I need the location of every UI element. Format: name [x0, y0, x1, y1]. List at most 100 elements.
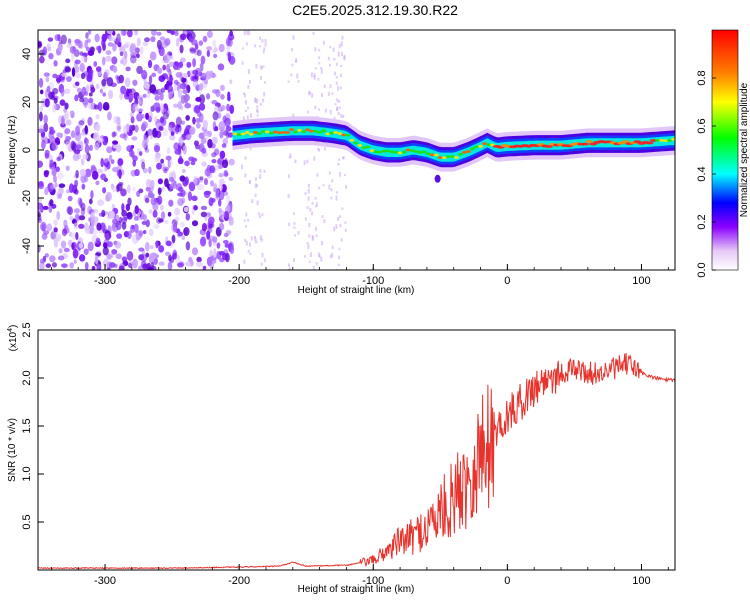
- noise-speckle: [208, 197, 214, 207]
- noise-speckle: [82, 153, 89, 160]
- noise-speckle: [218, 173, 224, 178]
- noise-speckle: [68, 183, 74, 194]
- noise-speckle: [73, 222, 79, 230]
- noise-speckle: [107, 111, 112, 121]
- noise-speckle: [96, 222, 102, 231]
- ridge-core: [485, 143, 492, 147]
- noise-speckle: [153, 144, 161, 153]
- faint-streak: [261, 39, 264, 43]
- noise-speckle: [202, 265, 207, 270]
- faint-streak: [318, 252, 321, 257]
- noise-speckle: [177, 88, 183, 99]
- faint-streak: [255, 240, 258, 244]
- noise-speckle: [211, 152, 217, 158]
- faint-streak: [338, 43, 341, 49]
- faint-streak: [312, 31, 315, 35]
- faint-streak: [308, 90, 311, 96]
- faint-streak: [292, 212, 295, 215]
- noise-speckle: [84, 144, 90, 154]
- faint-streak: [307, 244, 310, 250]
- noise-speckle: [70, 130, 76, 139]
- noise-speckle: [130, 144, 135, 149]
- faint-streak: [328, 63, 331, 67]
- noise-speckle: [142, 230, 147, 235]
- faint-streak: [309, 91, 312, 95]
- noise-speckle: [44, 152, 50, 159]
- noise-speckle: [95, 114, 100, 120]
- noise-speckle: [49, 136, 54, 143]
- noise-speckle: [69, 262, 75, 269]
- ridge-core: [321, 129, 327, 133]
- noise-speckle: [61, 263, 68, 268]
- noise-speckle: [73, 188, 79, 195]
- noise-speckle: [56, 156, 61, 162]
- noise-speckle: [100, 173, 107, 181]
- faint-streak: [313, 73, 316, 78]
- noise-speckle: [110, 159, 115, 165]
- noise-speckle: [150, 197, 157, 206]
- noise-speckle: [197, 183, 204, 191]
- noise-speckle: [80, 72, 86, 80]
- noise-speckle: [192, 58, 196, 68]
- noise-speckle: [166, 30, 172, 34]
- noise-speckle: [202, 119, 208, 129]
- noise-speckle: [56, 210, 61, 221]
- y-tick-label: 0.5: [21, 514, 33, 529]
- noise-speckle: [38, 197, 43, 203]
- noise-speckle: [158, 125, 164, 132]
- ridge-core: [381, 149, 387, 153]
- noise-speckle: [132, 258, 138, 269]
- faint-streak: [322, 184, 325, 187]
- noise-speckle: [168, 176, 175, 182]
- noise-speckle: [206, 30, 213, 38]
- faint-streak: [263, 81, 266, 84]
- noise-speckle: [52, 73, 58, 79]
- noise-speckle: [115, 253, 122, 260]
- faint-streak: [244, 100, 247, 105]
- noise-speckle: [164, 38, 171, 46]
- noise-speckle: [163, 53, 170, 64]
- noise-speckle: [149, 84, 157, 94]
- noise-speckle: [168, 199, 174, 207]
- faint-streak: [244, 225, 247, 228]
- noise-speckle: [136, 53, 140, 59]
- noise-speckle: [148, 209, 153, 214]
- faint-streak: [296, 73, 299, 79]
- noise-speckle: [142, 41, 149, 47]
- noise-speckle: [87, 116, 93, 126]
- noise-speckle: [97, 101, 103, 112]
- noise-speckle: [183, 206, 189, 213]
- noise-speckle: [202, 35, 208, 43]
- noise-speckle: [188, 35, 194, 43]
- faint-streak: [243, 259, 246, 264]
- noise-speckle: [213, 46, 218, 53]
- faint-streak: [318, 48, 321, 52]
- noise-speckle: [145, 112, 149, 120]
- noise-speckle: [116, 220, 121, 225]
- noise-speckle: [85, 84, 90, 93]
- ridge-core: [671, 137, 675, 141]
- faint-streak: [337, 86, 340, 91]
- noise-speckle: [106, 161, 111, 170]
- faint-streak: [259, 174, 262, 180]
- noise-speckle: [42, 205, 49, 210]
- noise-speckle: [65, 136, 72, 141]
- noise-speckle: [43, 72, 50, 77]
- noise-speckle: [78, 223, 85, 229]
- faint-streak: [248, 180, 251, 184]
- noise-speckle: [224, 172, 229, 177]
- noise-speckle: [212, 236, 218, 243]
- noise-speckle: [79, 97, 85, 103]
- noise-speckle: [97, 45, 102, 54]
- noise-speckle: [65, 76, 72, 82]
- noise-speckle: [134, 168, 140, 177]
- noise-speckle: [207, 138, 213, 149]
- faint-streak: [243, 30, 246, 36]
- faint-streak: [337, 263, 340, 266]
- noise-speckle: [177, 231, 184, 237]
- noise-speckle: [85, 227, 91, 235]
- colorbar-tick-label: 0.6: [696, 118, 708, 133]
- noise-speckle: [150, 30, 157, 36]
- noise-speckle: [203, 132, 209, 141]
- noise-speckle: [216, 242, 221, 249]
